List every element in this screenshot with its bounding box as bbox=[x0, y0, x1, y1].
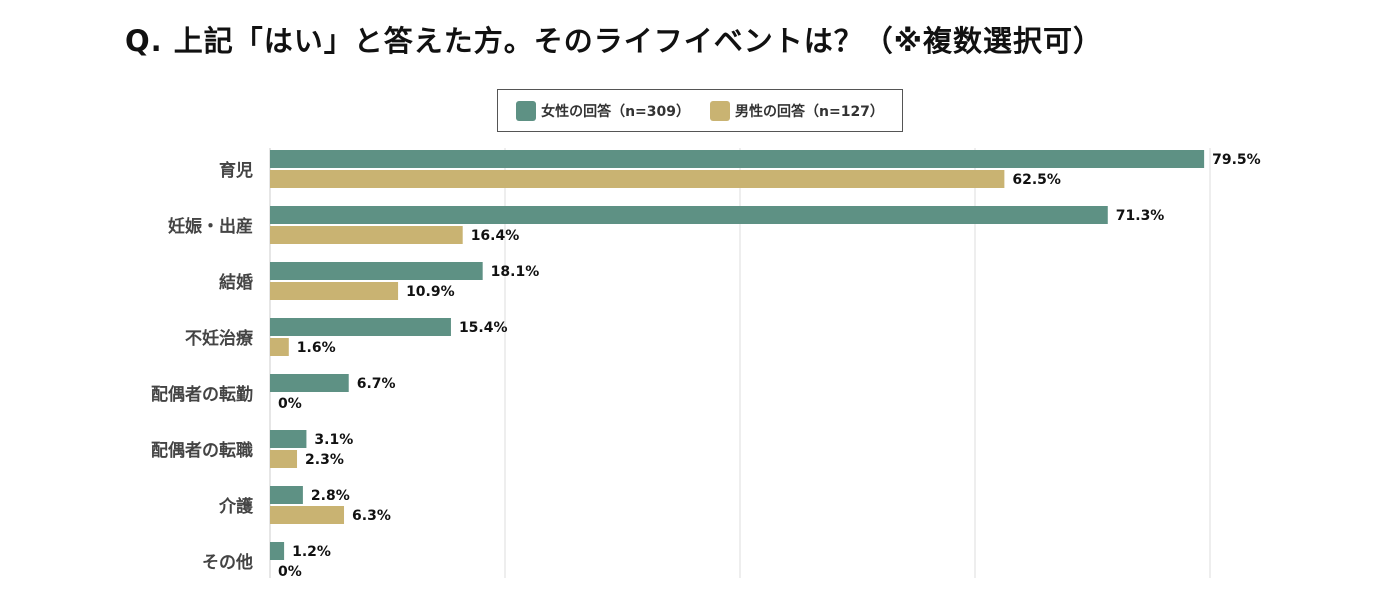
category-label: 介護 bbox=[218, 496, 254, 517]
data-label: 3.1% bbox=[314, 432, 353, 448]
category-label: 不妊治療 bbox=[185, 328, 254, 349]
legend-item-male: 男性の回答（n=127） bbox=[710, 100, 884, 121]
category-label: その他 bbox=[202, 552, 253, 573]
data-label: 6.3% bbox=[352, 508, 391, 524]
bar-female bbox=[270, 430, 307, 448]
bar-male bbox=[270, 226, 463, 244]
bar-male bbox=[270, 170, 1005, 188]
legend-swatch-female bbox=[516, 100, 537, 121]
data-label: 1.2% bbox=[292, 544, 331, 560]
data-label: 79.5% bbox=[1212, 152, 1261, 168]
bar-female bbox=[270, 486, 303, 504]
data-label: 15.4% bbox=[459, 320, 508, 336]
bar-female bbox=[270, 318, 451, 336]
bar-female bbox=[270, 374, 349, 392]
category-label: 妊娠・出産 bbox=[168, 216, 253, 237]
data-label: 18.1% bbox=[491, 264, 540, 280]
bar-male bbox=[270, 506, 345, 524]
legend-label-female: 女性の回答（n=309） bbox=[541, 103, 690, 120]
data-label: 2.8% bbox=[311, 488, 350, 504]
chart-title: Q. 上記「はい」と答えた方。そのライフイベントは？（※複数選択可） bbox=[125, 24, 1103, 58]
data-label: 1.6% bbox=[297, 340, 336, 356]
data-label: 6.7% bbox=[357, 376, 396, 392]
legend: 女性の回答（n=309） 男性の回答（n=127） bbox=[497, 89, 903, 132]
data-label: 62.5% bbox=[1012, 172, 1061, 188]
category-label: 配偶者の転勤 bbox=[151, 384, 253, 405]
bar-female bbox=[270, 542, 285, 560]
legend-item-female: 女性の回答（n=309） bbox=[516, 100, 690, 121]
category-label: 配偶者の転職 bbox=[151, 440, 253, 461]
data-label: 10.9% bbox=[406, 284, 455, 300]
bar-female bbox=[270, 206, 1108, 224]
category-label: 結婚 bbox=[219, 272, 253, 293]
bar-male bbox=[270, 338, 289, 356]
data-label: 2.3% bbox=[305, 452, 344, 468]
data-label: 0% bbox=[278, 396, 302, 412]
legend-label-male: 男性の回答（n=127） bbox=[735, 103, 884, 120]
data-label: 16.4% bbox=[471, 228, 520, 244]
data-label: 71.3% bbox=[1116, 208, 1165, 224]
bar-male bbox=[270, 282, 399, 300]
bar-female bbox=[270, 262, 483, 280]
category-label: 育児 bbox=[219, 160, 253, 181]
data-label: 0% bbox=[278, 564, 302, 580]
bar-male bbox=[270, 450, 298, 468]
bar-female bbox=[270, 150, 1205, 168]
legend-swatch-male bbox=[710, 100, 730, 121]
